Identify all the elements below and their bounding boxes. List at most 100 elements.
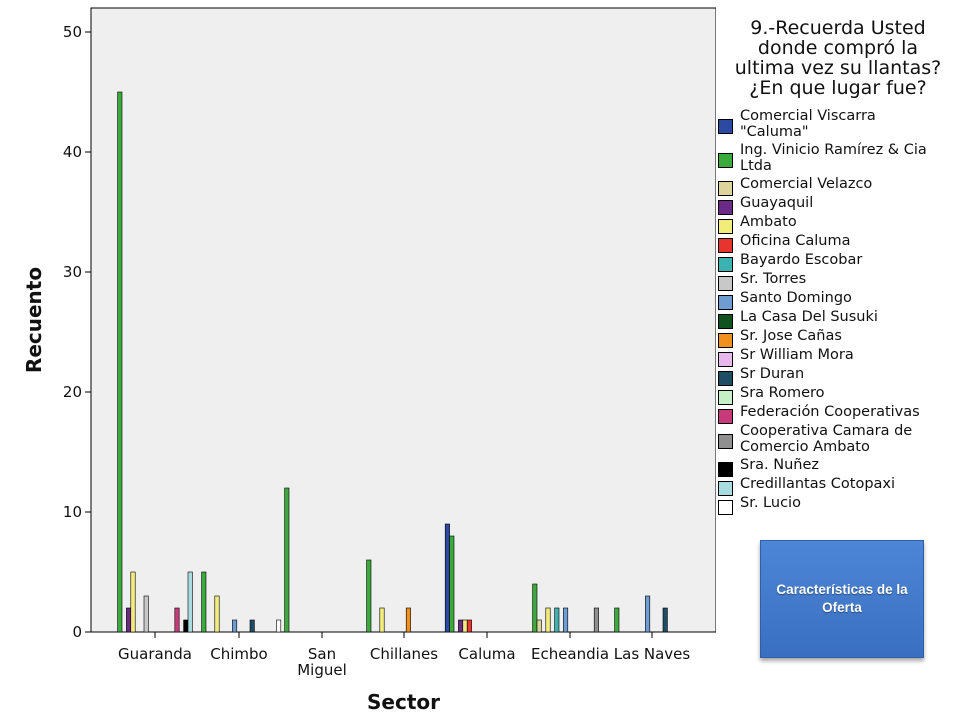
legend-label: Sra Romero xyxy=(740,385,825,401)
x-tick-label: Guaranda xyxy=(118,645,192,663)
legend-item: Guayaquil xyxy=(718,195,958,215)
x-tick-label: Chillanes xyxy=(370,645,438,663)
legend-swatch xyxy=(718,371,733,386)
bar-guayaquil-guaranda xyxy=(126,607,132,633)
bar-sr-torres-guaranda xyxy=(143,595,149,633)
legend-label: Sr Duran xyxy=(740,366,805,382)
bar-santo-domingo-chimbo xyxy=(232,619,238,633)
legend-item: La Casa Del Susuki xyxy=(718,309,958,329)
bar-oficina-caluma-caluma xyxy=(466,619,472,633)
legend-swatch xyxy=(718,352,733,367)
x-tick-label: San Miguel xyxy=(297,645,347,679)
bar-credillantas-cotopaxi-guaranda xyxy=(187,571,193,633)
bar-bayardo-escobar-echeandia xyxy=(554,607,560,633)
legend-title: 9.-Recuerda Usted donde compró la ultima… xyxy=(734,17,942,99)
legend-swatch xyxy=(718,390,733,405)
legend-label: Sr. Jose Cañas xyxy=(740,328,842,344)
legend-swatch xyxy=(718,409,733,424)
legend-label: Bayardo Escobar xyxy=(740,252,863,268)
y-tick-label: 50 xyxy=(63,23,82,41)
legend-swatch xyxy=(718,200,733,215)
bar-chart: 0 10 20 30 40 50 Recuento Guaranda Chimbo San Migu… xyxy=(22,7,716,714)
bar-ambato-guaranda xyxy=(130,571,136,633)
bar-sr-lucio-chimbo xyxy=(276,619,282,633)
legend-item: Sr Duran xyxy=(718,366,958,386)
legend-label: Santo Domingo xyxy=(740,290,852,306)
x-tick-label: Echeandia xyxy=(531,645,609,663)
bar-ing-vinicio-ram-rez-cia-chimbo xyxy=(201,571,207,633)
bar-ing-vinicio-ram-rez-cia-echeandia xyxy=(532,583,538,633)
legend-item: Sr. Jose Cañas xyxy=(718,328,958,348)
legend-swatch xyxy=(718,462,733,477)
legend-item: Comercial Velazco xyxy=(718,176,958,196)
legend-item: Sra. Nuñez xyxy=(718,457,958,477)
bar-santo-domingo-echeandia xyxy=(563,607,569,633)
legend-label: Credillantas Cotopaxi xyxy=(740,476,896,492)
legend: Comercial Viscarra "Caluma" Ing. Vinicio … xyxy=(718,108,958,515)
legend-item: Comercial Viscarra "Caluma" xyxy=(718,108,958,143)
legend-label: Sr William Mora xyxy=(740,347,854,363)
bar-ing-vinicio-ram-rez-cia-caluma xyxy=(449,535,455,633)
y-tick-label: 30 xyxy=(63,263,82,281)
legend-swatch xyxy=(718,119,733,134)
legend-item: Ing. Vinicio Ramírez & Cia Ltda xyxy=(718,142,958,177)
legend-swatch xyxy=(718,257,733,272)
legend-swatch xyxy=(718,276,733,291)
bar-sr-duran-chimbo xyxy=(249,619,255,633)
legend-swatch xyxy=(718,295,733,310)
legend-label: Sr. Torres xyxy=(740,271,807,287)
legend-swatch xyxy=(718,314,733,329)
legend-item: Cooperativa Camara de Comercio Ambato xyxy=(718,423,958,458)
y-tick-label: 10 xyxy=(63,503,82,521)
legend-label: Oficina Caluma xyxy=(740,233,851,249)
legend-swatch xyxy=(718,219,733,234)
legend-swatch xyxy=(718,500,733,515)
bar-ing-vinicio-ram-rez-cia-guaranda xyxy=(117,91,123,633)
bar-comercial-velazco-echeandia xyxy=(536,619,542,633)
legend-swatch xyxy=(718,333,733,348)
legend-label: Ing. Vinicio Ramírez & Cia Ltda xyxy=(740,142,927,174)
bar-sr-jose-ca-as-chillanes xyxy=(405,607,411,633)
caracteristicas-oferta-button[interactable]: Características de la Oferta xyxy=(760,540,924,658)
legend-swatch xyxy=(718,181,733,196)
bar-ambato-caluma xyxy=(462,619,468,633)
bar-ing-vinicio-ram-rez-cia-san-miguel xyxy=(284,487,290,633)
legend-swatch xyxy=(718,153,733,168)
bar-ing-vinicio-ram-rez-cia-las-naves xyxy=(614,607,620,633)
y-tick-label: 40 xyxy=(63,143,82,161)
legend-swatch xyxy=(718,481,733,496)
y-axis-label: Recuento xyxy=(22,267,46,373)
legend-item: Sr William Mora xyxy=(718,347,958,367)
legend-item: Credillantas Cotopaxi xyxy=(718,476,958,496)
bar-santo-domingo-las-naves xyxy=(645,595,651,633)
legend-label: La Casa Del Susuki xyxy=(740,309,878,325)
legend-swatch xyxy=(718,238,733,253)
x-tick-label: Caluma xyxy=(458,645,515,663)
bar-ambato-chillanes xyxy=(379,607,385,633)
legend-label: Sra. Nuñez xyxy=(740,457,820,473)
y-tick-label: 20 xyxy=(63,383,82,401)
x-tick-label: Chimbo xyxy=(210,645,267,663)
legend-swatch xyxy=(718,434,733,449)
legend-item: Oficina Caluma xyxy=(718,233,958,253)
legend-label: Cooperativa Camara de Comercio Ambato xyxy=(740,423,913,455)
legend-label: Guayaquil xyxy=(740,195,814,211)
x-axis-label: Sector xyxy=(367,690,440,714)
bar-ambato-chimbo xyxy=(214,595,220,633)
bar-federaci-n-cooperativas-guaranda xyxy=(174,607,180,633)
bar-guayaquil-caluma xyxy=(458,619,464,633)
legend-item: Sr. Lucio xyxy=(718,495,958,515)
bar-sr-duran-las-naves xyxy=(662,607,668,633)
legend-item: Sr. Torres xyxy=(718,271,958,291)
legend-item: Ambato xyxy=(718,214,958,234)
y-tick-label: 0 xyxy=(72,623,82,641)
bar-ambato-echeandia xyxy=(545,607,551,633)
bar-ing-vinicio-ram-rez-cia-chillanes xyxy=(366,559,372,633)
legend-label: Ambato xyxy=(740,214,797,230)
legend-label: Comercial Velazco xyxy=(740,176,873,192)
legend-label: Federación Cooperativas xyxy=(740,404,920,420)
legend-label: Comercial Viscarra "Caluma" xyxy=(740,108,876,140)
legend-item: Federación Cooperativas xyxy=(718,404,958,424)
bar-comercial-viscarra-caluma xyxy=(444,523,450,633)
legend-item: Santo Domingo xyxy=(718,290,958,310)
